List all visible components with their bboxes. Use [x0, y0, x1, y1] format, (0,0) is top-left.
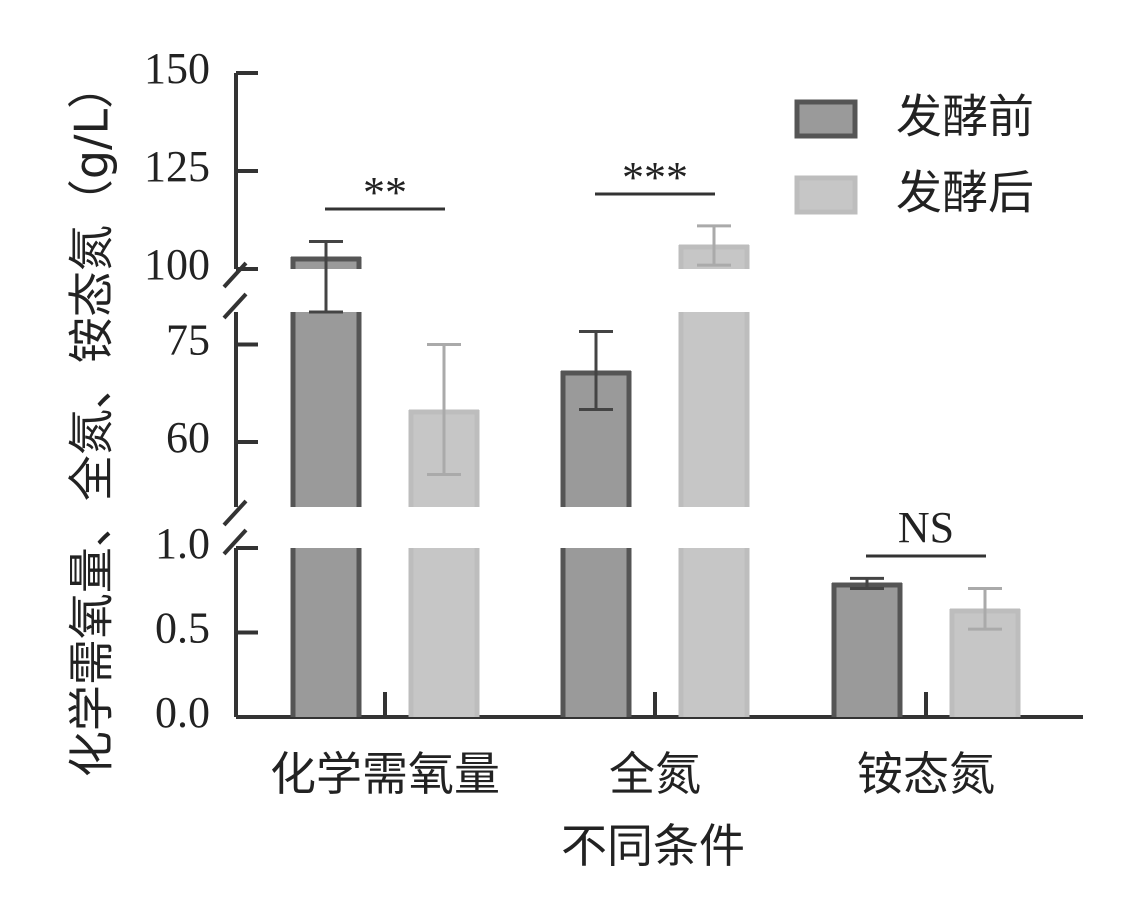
axis-break-mark	[222, 292, 248, 320]
x-axis-title: 不同条件	[561, 819, 745, 873]
axis-break-mark	[222, 528, 248, 556]
legend-label: 发酵前	[896, 90, 1034, 144]
significance-label: NS	[898, 503, 954, 552]
x-tick-label: 全氮	[609, 747, 701, 801]
y-tick-label: 100	[144, 240, 210, 289]
significance-label: **	[363, 168, 407, 217]
y-tick-label: 1.0	[155, 519, 210, 568]
y-tick-label: 125	[144, 142, 210, 191]
y-tick-label: 75	[166, 316, 210, 365]
bar	[679, 312, 749, 507]
bar	[291, 312, 361, 507]
bars	[290, 224, 1021, 717]
legend-swatch	[794, 99, 858, 139]
significance-label: ***	[622, 153, 688, 202]
axes: 0.0 0.5 1.0 60 75 100 125 150 化学需氧量 全氮 铵态氮	[144, 44, 1083, 801]
y-tick-label: 60	[166, 413, 210, 462]
axis-break-mark	[222, 499, 248, 527]
significance-annotations: ** ***NS	[325, 153, 986, 558]
y-tick-label: 150	[144, 44, 210, 93]
bar	[832, 583, 902, 717]
legend-swatch	[794, 175, 858, 215]
x-tick-label: 铵态氮	[857, 747, 995, 801]
x-tick-label: 化学需氧量	[270, 747, 500, 801]
bar	[561, 548, 631, 717]
y-tick-label: 0.0	[155, 688, 210, 737]
y-tick-label: 0.5	[155, 604, 210, 653]
legend-label: 发酵后	[896, 166, 1034, 220]
y-axis-title: 化学需氧量、全氮、铵态氮（g/L）	[65, 63, 119, 777]
bar	[409, 548, 479, 717]
axis-break-mark	[222, 261, 248, 289]
bar	[679, 548, 749, 717]
bar	[291, 548, 361, 717]
